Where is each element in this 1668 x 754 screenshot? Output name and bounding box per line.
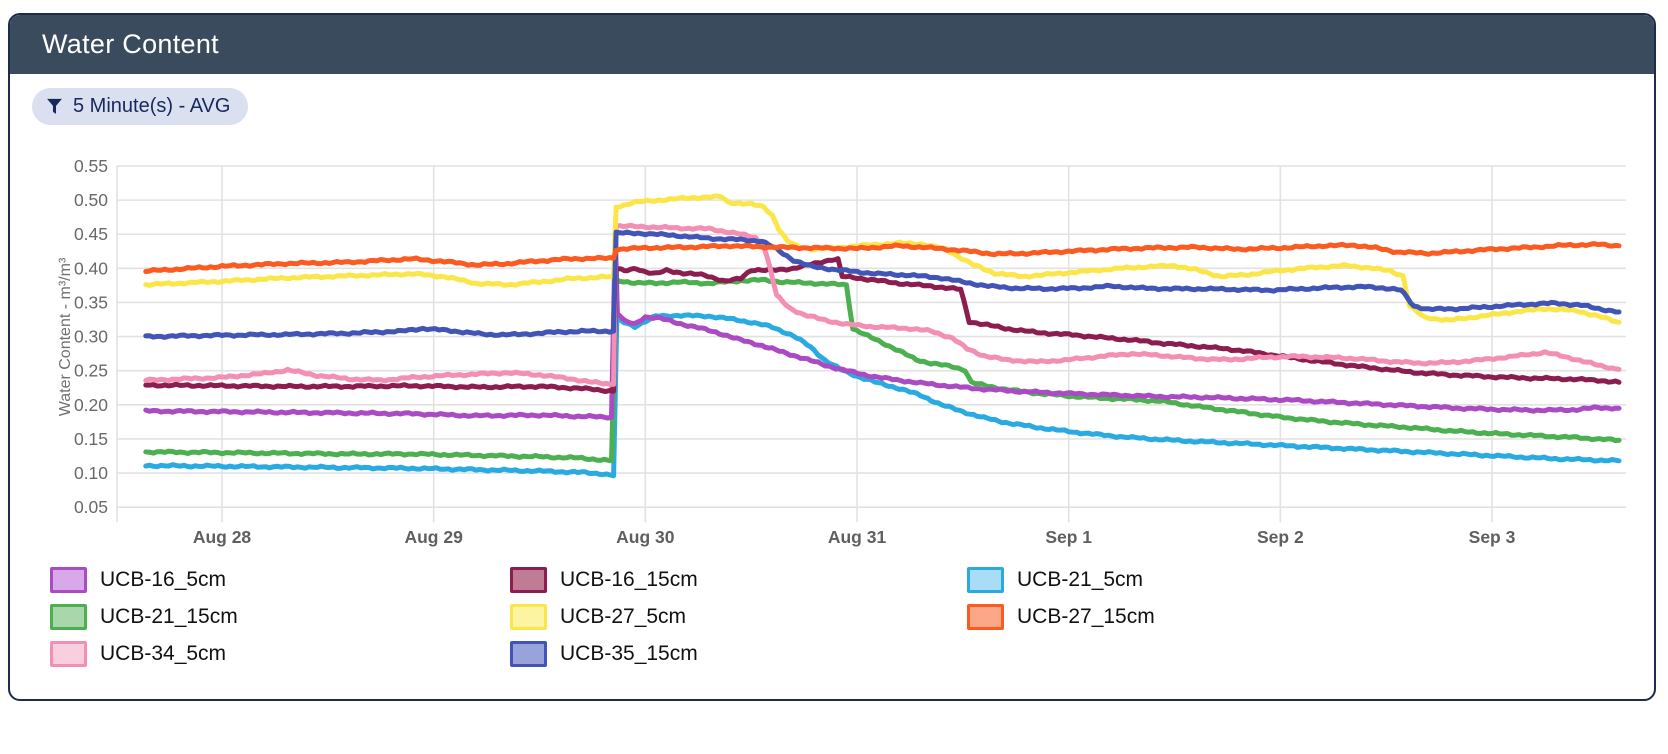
legend-swatch xyxy=(50,567,87,593)
legend-label: UCB-34_5cm xyxy=(100,642,227,665)
x-tick-label: Aug 28 xyxy=(193,527,252,547)
legend-label: UCB-27_5cm xyxy=(560,605,687,628)
y-tick-label: 0.55 xyxy=(74,156,108,176)
x-tick-label: Aug 30 xyxy=(616,527,675,547)
interval-filter-chip[interactable]: 5 Minute(s) - AVG xyxy=(32,88,249,125)
legend-swatch xyxy=(967,604,1004,630)
legend-item-UCB-35_15cm[interactable]: UCB-35_15cm xyxy=(510,641,967,667)
legend-label: UCB-35_15cm xyxy=(560,642,698,665)
y-axis-title: Water Content - m³/m³ xyxy=(57,257,74,416)
legend-swatch xyxy=(50,641,87,667)
line-chart: 0.55 0.50 0.45 0.40 0.35 0.30 0.25 0.20 0.15 0.10… xyxy=(57,156,1626,547)
series-line-UCB-21_5cm xyxy=(143,312,1622,479)
water-content-card: Water Content 5 Minute(s) - AVG 0.55 0.50… xyxy=(8,13,1656,701)
series-line-UCB-34_5cm xyxy=(143,222,1622,387)
legend-label: UCB-21_5cm xyxy=(1017,568,1144,591)
chart-legend: UCB-16_5cm UCB-16_15cm UCB-21_5cm UCB-21_15… xyxy=(50,567,1610,667)
y-tick-label: 0.15 xyxy=(74,429,108,449)
filter-chip-label: 5 Minute(s) - AVG xyxy=(73,95,231,117)
y-tick-label: 0.20 xyxy=(74,395,108,415)
y-tick-label: 0.05 xyxy=(74,497,108,517)
series-line-UCB-21_15cm xyxy=(143,276,1622,464)
y-tick-label: 0.10 xyxy=(74,463,108,483)
x-tick-label: Sep 3 xyxy=(1469,527,1516,547)
filter-funnel-icon xyxy=(45,97,64,116)
axis-labels: 0.55 0.50 0.45 0.40 0.35 0.30 0.25 0.20 0.15 0.10… xyxy=(74,156,1516,547)
legend-item-UCB-34_5cm[interactable]: UCB-34_5cm xyxy=(50,641,510,667)
x-tick-label: Aug 31 xyxy=(828,527,887,547)
x-tick-label: Sep 2 xyxy=(1257,527,1304,547)
series-line-UCB-27_15cm xyxy=(143,241,1622,274)
chart-area: 0.55 0.50 0.45 0.40 0.35 0.30 0.25 0.20 0.15 0.10… xyxy=(10,127,1654,557)
legend-item-UCB-27_5cm[interactable]: UCB-27_5cm xyxy=(510,604,967,630)
card-header: Water Content xyxy=(10,15,1654,74)
y-tick-label: 0.50 xyxy=(74,190,108,210)
legend-swatch xyxy=(510,604,547,630)
series-line-UCB-16_5cm xyxy=(143,231,1622,421)
y-tick-label: 0.35 xyxy=(74,292,108,312)
legend-label: UCB-27_15cm xyxy=(1017,605,1155,628)
legend-item-UCB-27_15cm[interactable]: UCB-27_15cm xyxy=(967,604,1610,630)
series-layer xyxy=(143,193,1622,479)
legend-item-UCB-16_15cm[interactable]: UCB-16_15cm xyxy=(510,567,967,593)
legend-swatch xyxy=(967,567,1004,593)
legend-swatch xyxy=(50,604,87,630)
y-tick-label: 0.30 xyxy=(74,327,108,347)
series-line-UCB-16_15cm xyxy=(143,256,1622,394)
y-tick-label: 0.40 xyxy=(74,258,108,278)
legend-label: UCB-21_15cm xyxy=(100,605,238,628)
legend-label: UCB-16_15cm xyxy=(560,568,698,591)
page-title: Water Content xyxy=(42,29,219,59)
legend-label: UCB-16_5cm xyxy=(100,568,227,591)
legend-item-UCB-21_5cm[interactable]: UCB-21_5cm xyxy=(967,567,1610,593)
legend-swatch xyxy=(510,567,547,593)
x-tick-label: Sep 1 xyxy=(1045,527,1092,547)
y-tick-label: 0.45 xyxy=(74,224,108,244)
legend-swatch xyxy=(510,641,547,667)
legend-item-UCB-16_5cm[interactable]: UCB-16_5cm xyxy=(50,567,510,593)
y-tick-label: 0.25 xyxy=(74,361,108,381)
series-line-UCB-35_15cm xyxy=(143,229,1622,340)
x-tick-label: Aug 29 xyxy=(404,527,463,547)
legend-item-UCB-21_15cm[interactable]: UCB-21_15cm xyxy=(50,604,510,630)
